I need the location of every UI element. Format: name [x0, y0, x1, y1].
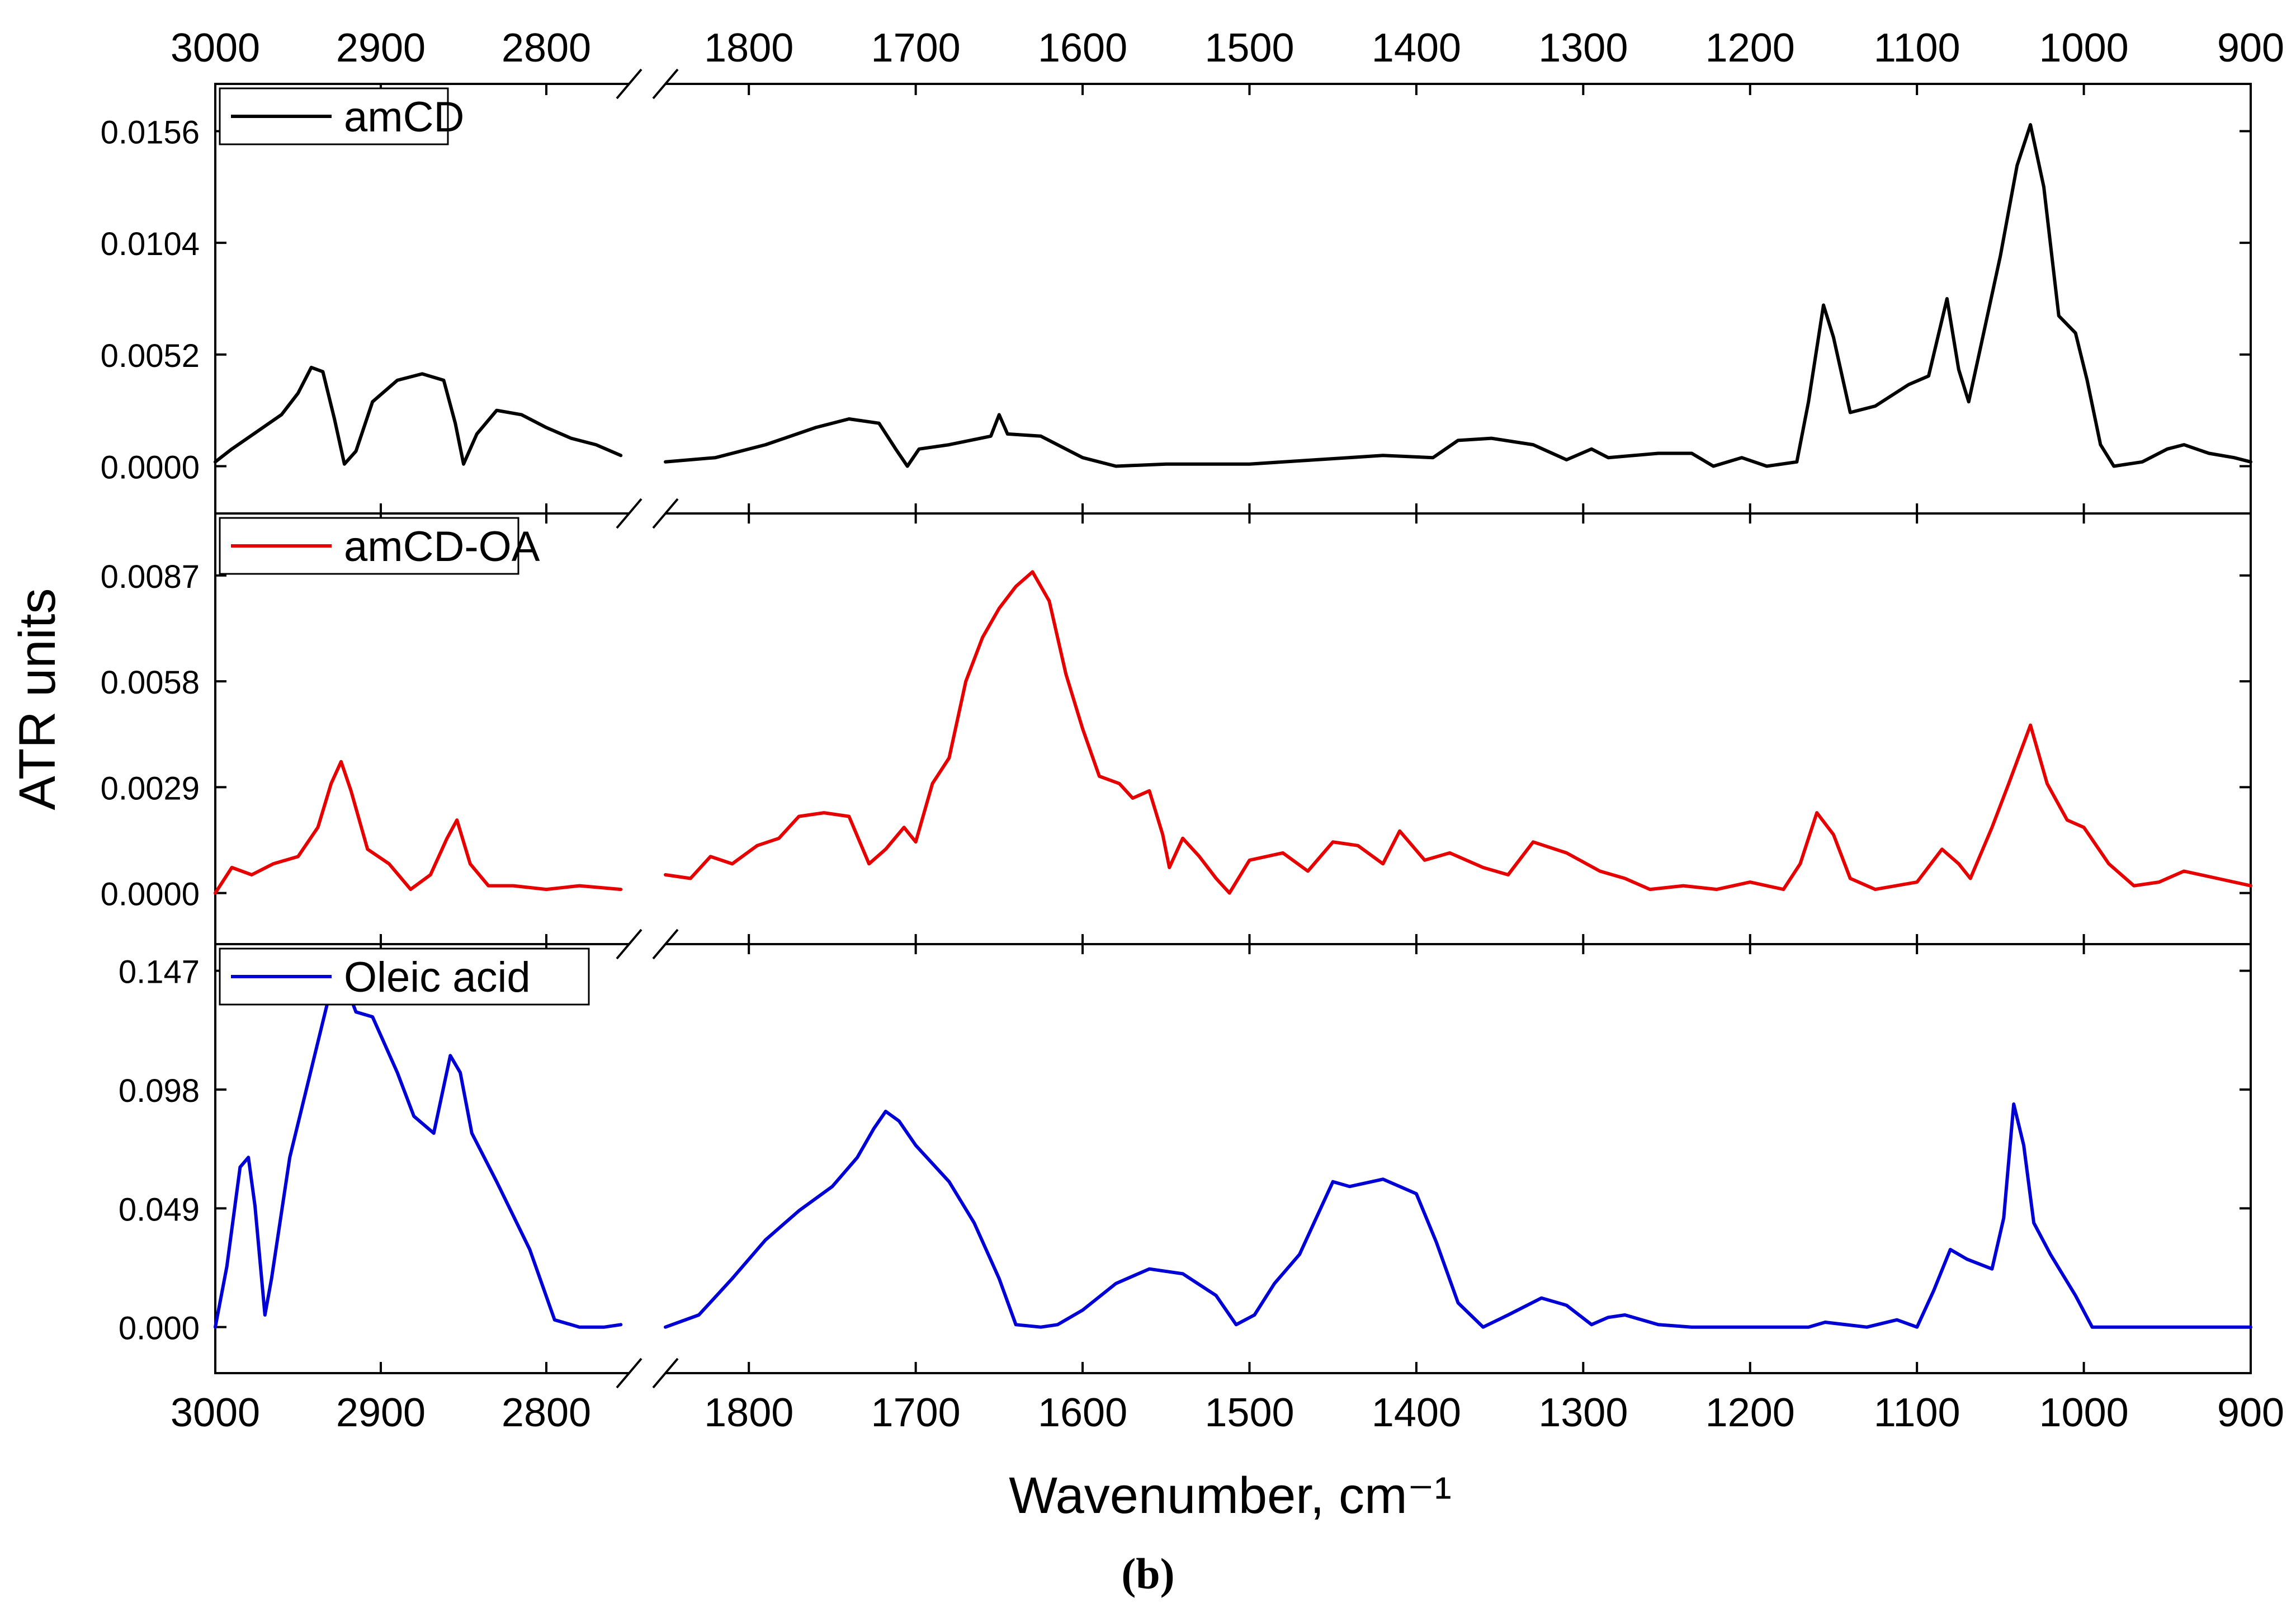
- x-tick-label-top: 1300: [1538, 26, 1628, 70]
- y-tick-label: 0.098: [119, 1073, 200, 1109]
- y-axis-label: ATR units: [9, 588, 66, 810]
- y-tick-label: 0.0104: [101, 226, 200, 262]
- legend-label: Oleic acid: [344, 954, 531, 1001]
- legend-label: amCD: [344, 93, 464, 141]
- series-line-oleic-acid-seg2: [664, 1102, 2252, 1329]
- x-tick-label-bottom: 1000: [2039, 1390, 2128, 1435]
- y-tick-label: 0.0087: [101, 559, 200, 595]
- axis-break-mark: [652, 928, 679, 960]
- x-tick-label-top: 1400: [1372, 26, 1461, 70]
- axis-break-mark: [616, 68, 642, 100]
- legend-label: amCD-OA: [344, 523, 540, 571]
- y-tick-label: 0.0058: [101, 664, 200, 701]
- series-line-oleic-acid-seg1: [214, 967, 623, 1329]
- axis-break-mark: [616, 928, 642, 960]
- axis-break-mark: [652, 498, 679, 529]
- x-tick-label-bottom: 1800: [704, 1390, 793, 1435]
- x-tick-label-top: 2800: [502, 26, 591, 70]
- axis-break-gap: [629, 82, 665, 1375]
- series-line-amcd-seg2: [664, 123, 2252, 468]
- x-tick-label-top: 2900: [336, 26, 426, 70]
- x-tick-label-top: 1100: [1874, 26, 1960, 70]
- x-tick-label-bottom: 1700: [871, 1390, 961, 1435]
- x-tick-label-bottom: 1400: [1372, 1390, 1461, 1435]
- x-tick-label-bottom: 1600: [1038, 1390, 1127, 1435]
- series-line-amcd-oa-seg1: [214, 760, 623, 895]
- x-tick-label-bottom: 1500: [1204, 1390, 1294, 1435]
- x-tick-label-top: 1200: [1706, 26, 1795, 70]
- x-tick-label-bottom: 2900: [336, 1390, 426, 1435]
- y-tick-label: 0.000: [119, 1310, 200, 1347]
- x-tick-label-top: 1800: [704, 26, 793, 70]
- x-tick-label-top: 3000: [171, 26, 260, 70]
- x-tick-label-top: 1000: [2039, 26, 2128, 70]
- x-tick-label-top: 900: [2217, 26, 2284, 70]
- figure-caption: (b): [1121, 1549, 1174, 1598]
- x-tick-label-top: 1500: [1204, 26, 1294, 70]
- axis-break-mark: [616, 1357, 642, 1389]
- axes-layer: [214, 68, 2252, 1389]
- y-tick-label: 0.0000: [101, 876, 200, 913]
- x-tick-label-bottom: 1100: [1874, 1390, 1960, 1435]
- panel-frame-3: [214, 943, 2252, 1374]
- y-tick-label: 0.0156: [101, 114, 200, 150]
- axis-break-mark: [616, 498, 642, 529]
- y-tick-label: 0.0000: [101, 450, 200, 486]
- y-tick-label: 0.0052: [101, 338, 200, 374]
- y-tick-label: 0.147: [119, 954, 200, 991]
- x-tick-label-top: 1600: [1038, 26, 1127, 70]
- x-tick-label-bottom: 2800: [502, 1390, 591, 1435]
- y-tick-label: 0.0029: [101, 770, 200, 807]
- x-tick-label-bottom: 3000: [171, 1390, 260, 1435]
- x-tick-label-bottom: 1300: [1538, 1390, 1628, 1435]
- axis-break-mark: [652, 68, 679, 100]
- series-line-amcd-oa-seg2: [664, 570, 2252, 895]
- axis-break-mark: [652, 1357, 679, 1389]
- labels-layer: 3000 3000 2900 2900 2800 2800 1800 1800 1700 1700…: [101, 26, 2284, 1435]
- series-layer: [214, 123, 2252, 1329]
- x-axis-label: Wavenumber, cm⁻¹: [1009, 1467, 1452, 1524]
- x-tick-label-top: 1700: [871, 26, 961, 70]
- x-tick-label-bottom: 1200: [1706, 1390, 1795, 1435]
- y-tick-label: 0.049: [119, 1191, 200, 1228]
- x-tick-label-bottom: 900: [2217, 1390, 2284, 1435]
- series-line-amcd-seg1: [214, 365, 623, 466]
